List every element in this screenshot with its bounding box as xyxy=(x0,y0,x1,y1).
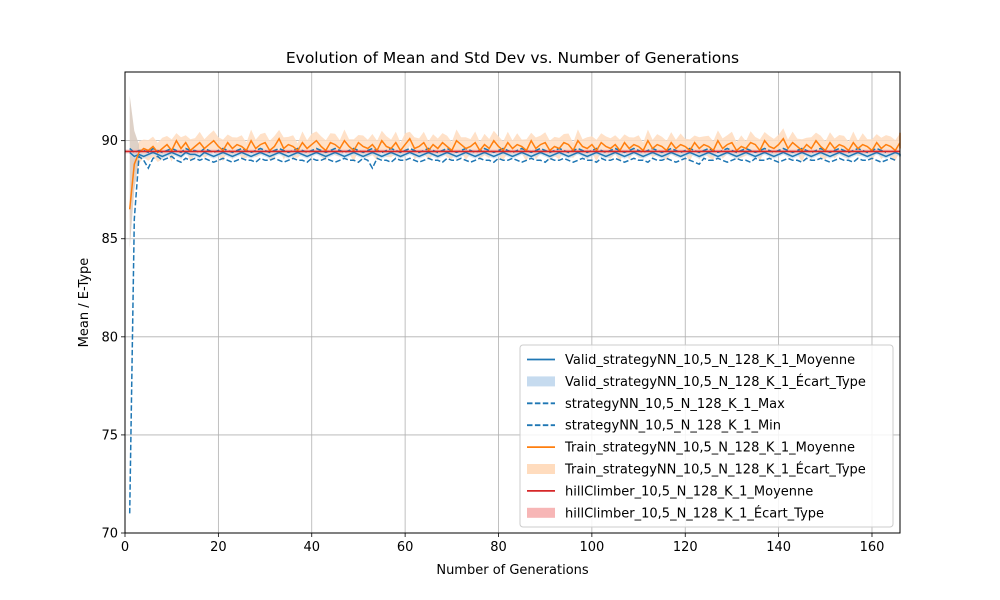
legend: Valid_strategyNN_10,5_N_128_K_1_Moyenne V… xyxy=(519,344,894,528)
x-tick-label: 140 xyxy=(766,540,791,555)
series-lines xyxy=(125,132,901,514)
legend-entry-label: Valid_strategyNN_10,5_N_128_K_1_Moyenne xyxy=(565,353,855,368)
legend-swatch-band xyxy=(527,464,555,474)
x-tick-label: 0 xyxy=(121,540,129,555)
axis-ticks: 0 20 40 60 80 100 120 140 160 70 75 80 85 90 xyxy=(101,134,884,555)
y-tick-label: 70 xyxy=(101,527,118,542)
initial-std-band xyxy=(129,95,139,249)
x-tick-label: 120 xyxy=(673,540,698,555)
x-tick-label: 160 xyxy=(860,540,885,555)
x-tick-label: 80 xyxy=(490,540,507,555)
y-tick-label: 85 xyxy=(101,232,118,247)
plot-frame xyxy=(124,71,901,534)
legend-entry-label: Valid_strategyNN_10,5_N_128_K_1_Écart_Ty… xyxy=(565,374,866,390)
x-tick-label: 20 xyxy=(210,540,227,555)
y-tick-label: 90 xyxy=(101,134,118,149)
valid-min-line xyxy=(128,154,896,514)
x-tick-label: 100 xyxy=(579,540,604,555)
x-axis-label: Number of Generations xyxy=(436,563,589,578)
legend-box xyxy=(519,344,894,528)
legend-swatch-band xyxy=(527,376,555,387)
train-mean-line xyxy=(128,132,901,210)
legend-entry-label: strategyNN_10,5_N_128_K_1_Min xyxy=(565,419,781,434)
x-tick-label: 60 xyxy=(397,540,414,555)
valid-max-line xyxy=(129,147,887,154)
legend-entry-label: hillClimber_10,5_N_128_K_1_Écart_Type xyxy=(565,505,824,521)
valid-mean-line xyxy=(129,151,901,158)
chart-title: Evolution of Mean and Std Dev vs. Number… xyxy=(286,49,739,67)
x-tick-label: 40 xyxy=(303,540,320,555)
legend-entry-label: Train_strategyNN_10,5_N_128_K_1_Moyenne xyxy=(564,441,855,456)
y-tick-label: 75 xyxy=(101,428,118,443)
legend-swatch-band xyxy=(527,507,555,518)
legend-entry-label: strategyNN_10,5_N_128_K_1_Max xyxy=(565,397,785,412)
legend-entry-label: hillClimber_10,5_N_128_K_1_Moyenne xyxy=(565,484,813,499)
y-tick-label: 80 xyxy=(101,330,118,345)
legend-entry-label: Train_strategyNN_10,5_N_128_K_1_Écart_Ty… xyxy=(564,462,866,478)
y-axis-label: Mean / E-Type xyxy=(77,258,92,348)
